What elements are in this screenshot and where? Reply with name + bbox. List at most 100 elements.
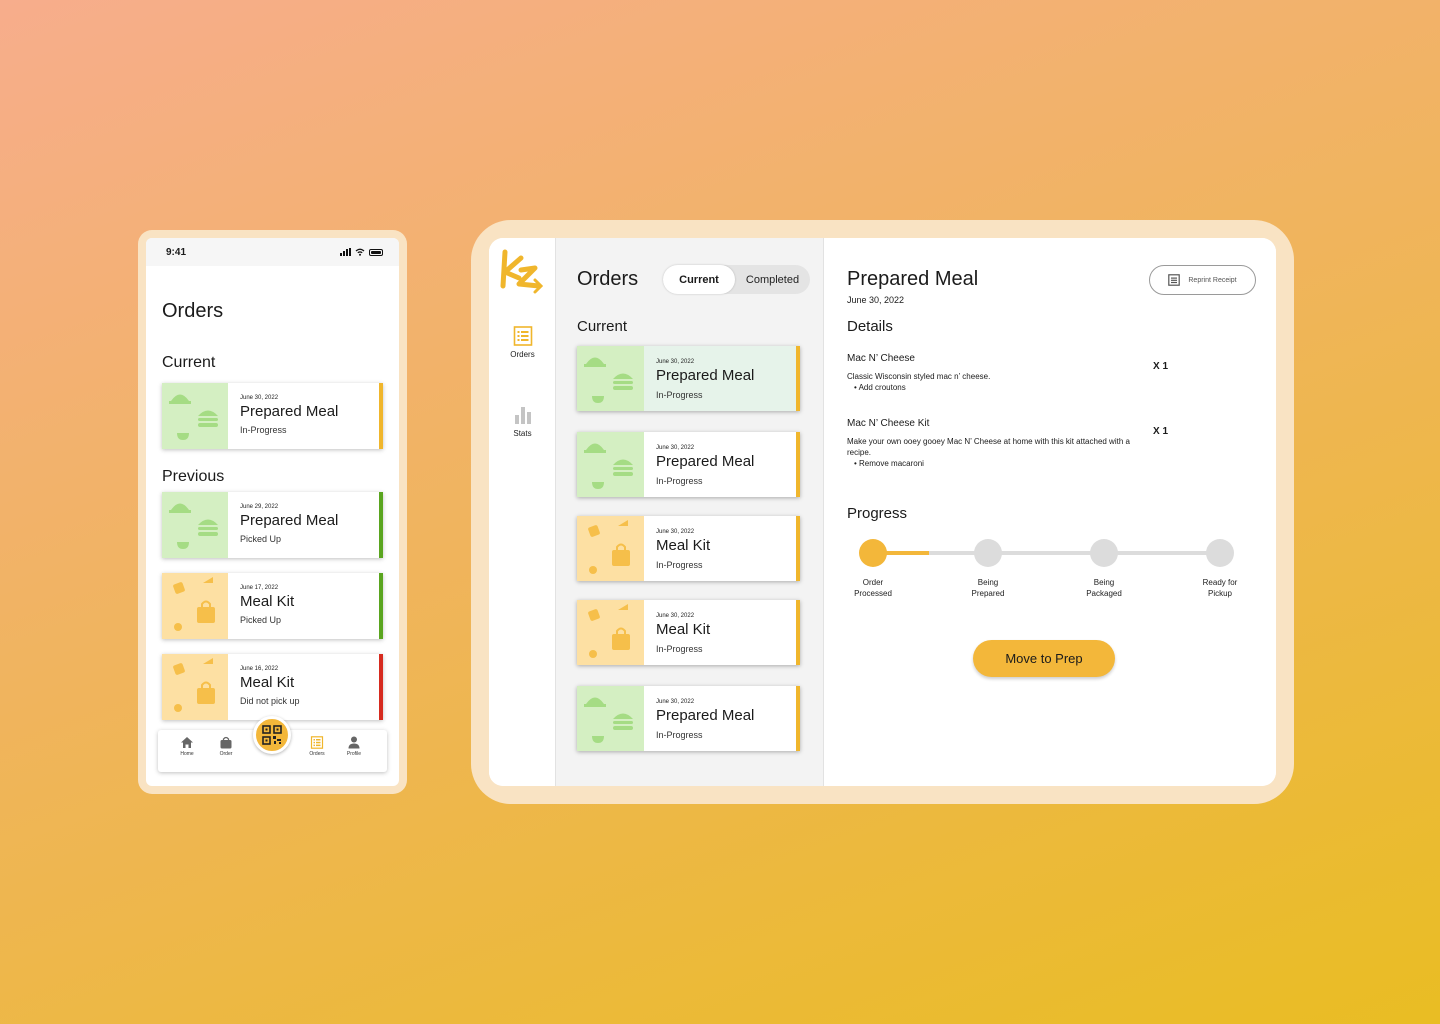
status-bar-indicator bbox=[379, 654, 383, 720]
bowl-icon bbox=[592, 396, 604, 403]
order-status: In-Progress bbox=[656, 730, 703, 740]
item-modifier: • Remove macaroni bbox=[854, 459, 924, 468]
kit-thumbnail bbox=[162, 573, 228, 639]
ingredient-icon bbox=[589, 566, 597, 574]
order-date: June 30, 2022 bbox=[240, 395, 279, 401]
order-status: Picked Up bbox=[240, 534, 282, 544]
status-bar-indicator bbox=[379, 492, 383, 558]
order-date: June 16, 2022 bbox=[240, 666, 279, 672]
order-date: June 30, 2022 bbox=[656, 613, 695, 619]
bowl-icon bbox=[592, 736, 604, 743]
item-quantity: X 1 bbox=[1153, 361, 1169, 372]
order-date: June 30, 2022 bbox=[656, 445, 695, 451]
rail-stats[interactable]: Stats bbox=[489, 405, 556, 438]
item-description: Make your own ooey gooey Mac N’ Cheese a… bbox=[847, 437, 1130, 457]
nav-orders[interactable]: Orders bbox=[302, 736, 332, 757]
order-status: In-Progress bbox=[656, 476, 703, 486]
order-status: Picked Up bbox=[240, 615, 282, 625]
nav-profile-label: Profile bbox=[346, 751, 362, 757]
order-card[interactable]: June 30, 2022 Prepared Meal In-Progress bbox=[577, 686, 800, 751]
orders-list-pane: Orders Current Completed Current June 30… bbox=[556, 238, 824, 786]
step-dot-packaged bbox=[1090, 539, 1118, 567]
cheese-icon bbox=[618, 604, 628, 610]
qr-code-icon bbox=[262, 725, 282, 745]
order-info: June 30, 2022 Prepared Meal In-Progress bbox=[228, 383, 379, 449]
order-date: June 30, 2022 bbox=[656, 699, 695, 705]
order-title: Prepared Meal bbox=[656, 707, 755, 724]
bag-icon bbox=[612, 543, 630, 566]
order-info: June 30, 2022 Meal Kit In-Progress bbox=[644, 516, 796, 581]
orders-segmented-control: Current Completed bbox=[663, 265, 810, 294]
order-title: Meal Kit bbox=[656, 537, 711, 554]
receipt-icon bbox=[1168, 274, 1181, 286]
order-info: June 30, 2022 Prepared Meal In-Progress bbox=[644, 346, 796, 411]
order-title: Prepared Meal bbox=[656, 453, 755, 470]
order-date: June 30, 2022 bbox=[656, 359, 695, 365]
step-dot-pickup bbox=[1206, 539, 1234, 567]
qr-scan-button[interactable] bbox=[253, 716, 291, 754]
item-modifier-text: Remove macaroni bbox=[859, 459, 924, 468]
order-card[interactable]: June 29, 2022 Prepared Meal Picked Up bbox=[162, 492, 383, 558]
order-card[interactable]: June 30, 2022 Meal Kit In-Progress bbox=[577, 600, 800, 665]
move-to-prep-button[interactable]: Move to Prep bbox=[973, 640, 1115, 677]
order-card[interactable]: June 30, 2022 Prepared Meal In-Progress bbox=[577, 432, 800, 497]
list-title: Orders bbox=[577, 268, 639, 290]
detail-date: June 30, 2022 bbox=[847, 295, 905, 305]
progress-heading: Progress bbox=[847, 505, 908, 522]
step-label-line1: Being bbox=[977, 578, 999, 587]
meal-thumbnail bbox=[162, 492, 228, 558]
burger-icon bbox=[198, 519, 218, 536]
cloche-icon bbox=[169, 503, 191, 513]
bar-chart-icon bbox=[514, 407, 531, 424]
status-bar-indicator bbox=[796, 432, 800, 497]
step-label: Order Processed bbox=[838, 577, 908, 599]
order-line-item: Mac N’ Cheese Classic Wisconsin styled m… bbox=[847, 353, 1147, 393]
order-info: June 16, 2022 Meal Kit Did not pick up bbox=[228, 654, 379, 720]
nav-order[interactable]: Order bbox=[211, 736, 241, 757]
item-description: Classic Wisconsin styled mac n’ cheese. bbox=[847, 372, 991, 381]
tablet-screen: Orders Stats Orders Current Completed Cu… bbox=[489, 238, 1276, 786]
bag-icon bbox=[220, 736, 232, 749]
nav-home-label: Home bbox=[180, 751, 194, 757]
step-label-line1: Order bbox=[862, 578, 884, 587]
tab-current[interactable]: Current bbox=[663, 265, 735, 294]
order-card[interactable]: June 17, 2022 Meal Kit Picked Up bbox=[162, 573, 383, 639]
nav-profile[interactable]: Profile bbox=[339, 736, 369, 757]
item-name: Mac N’ Cheese Kit bbox=[847, 418, 930, 429]
burger-icon bbox=[613, 713, 633, 730]
rail-orders-label: Orders bbox=[510, 350, 535, 359]
ingredient-icon bbox=[173, 582, 185, 594]
status-bar-indicator bbox=[379, 573, 383, 639]
list-icon bbox=[310, 736, 324, 749]
step-label-line1: Ready for bbox=[1202, 578, 1238, 587]
order-card[interactable]: June 30, 2022 Meal Kit In-Progress bbox=[577, 516, 800, 581]
reprint-label: Reprint Receipt bbox=[1188, 276, 1237, 284]
bowl-icon bbox=[177, 433, 189, 440]
wifi-icon bbox=[355, 248, 365, 256]
progress-track bbox=[873, 551, 1221, 555]
cloche-icon bbox=[584, 443, 606, 453]
order-info: June 17, 2022 Meal Kit Picked Up bbox=[228, 573, 379, 639]
order-line-item: Mac N’ Cheese Kit Make your own ooey goo… bbox=[847, 418, 1147, 469]
reprint-receipt-button[interactable]: Reprint Receipt bbox=[1149, 265, 1256, 295]
rail-orders[interactable]: Orders bbox=[489, 326, 556, 359]
progress-fill bbox=[873, 551, 929, 555]
cheese-icon bbox=[203, 658, 213, 664]
cloche-icon bbox=[584, 357, 606, 367]
order-card[interactable]: June 16, 2022 Meal Kit Did not pick up bbox=[162, 654, 383, 720]
meal-thumbnail bbox=[577, 346, 644, 411]
order-card-selected[interactable]: June 30, 2022 Prepared Meal In-Progress bbox=[577, 346, 800, 411]
item-modifier: • Add croutons bbox=[854, 383, 906, 392]
order-info: June 30, 2022 Prepared Meal In-Progress bbox=[644, 432, 796, 497]
nav-home[interactable]: Home bbox=[172, 736, 202, 757]
step-label-line2: Pickup bbox=[1207, 589, 1232, 598]
list-icon bbox=[513, 326, 532, 346]
tab-completed[interactable]: Completed bbox=[745, 273, 800, 286]
status-bar-indicator bbox=[796, 686, 800, 751]
phone-screen: 9:41 Orders Current June 30, 2022 Prepar… bbox=[146, 238, 399, 786]
order-status: In-Progress bbox=[656, 390, 703, 400]
order-date: June 30, 2022 bbox=[656, 529, 695, 535]
bag-icon bbox=[197, 600, 215, 623]
meal-thumbnail bbox=[162, 383, 228, 449]
order-card[interactable]: June 30, 2022 Prepared Meal In-Progress bbox=[162, 383, 383, 449]
